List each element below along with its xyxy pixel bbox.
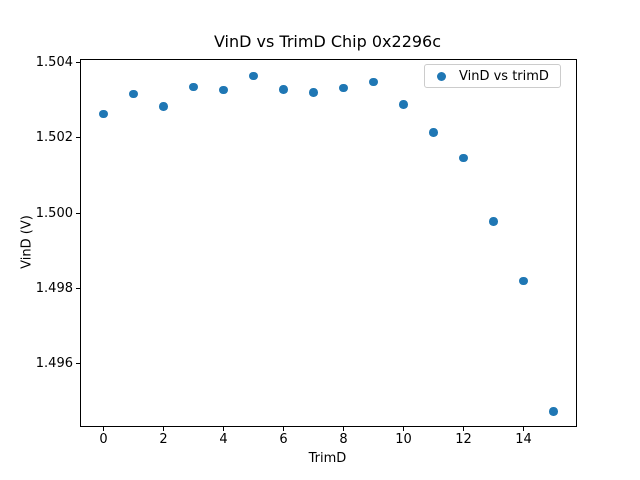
x-tick-mark <box>403 427 404 431</box>
scatter-point <box>429 128 438 137</box>
legend-marker-circle-icon <box>437 71 446 81</box>
y-tick-mark <box>76 287 80 289</box>
x-tick-mark <box>163 427 164 431</box>
scatter-point <box>369 77 378 87</box>
x-tick-label: 0 <box>99 432 108 447</box>
scatter-point <box>129 89 138 99</box>
x-tick-label: 14 <box>515 432 532 447</box>
y-tick-mark <box>76 363 80 365</box>
y-tick-label: 1.504 <box>35 55 73 71</box>
y-tick-label: 1.500 <box>35 205 73 221</box>
x-tick-label: 4 <box>219 432 228 447</box>
x-tick-label: 2 <box>159 432 168 447</box>
y-tick-mark <box>76 62 80 64</box>
x-tick-label: 10 <box>395 432 412 447</box>
y-tick-label: 1.496 <box>35 356 73 372</box>
legend-label: VinD vs trimD <box>459 68 549 84</box>
scatter-point <box>279 85 288 94</box>
scatter-point <box>399 100 408 109</box>
x-tick-mark <box>223 427 224 431</box>
scatter-point <box>99 109 108 119</box>
scatter-point <box>489 217 498 226</box>
scatter-point <box>309 88 318 97</box>
scatter-point <box>189 82 198 92</box>
x-axis-label: TrimD <box>308 451 347 466</box>
scatter-point <box>339 83 348 93</box>
y-axis-label: VinD (V) <box>19 215 35 269</box>
x-tick-label: 8 <box>339 432 348 447</box>
x-tick-label: 6 <box>279 432 288 447</box>
x-tick-mark <box>103 427 104 431</box>
x-tick-label: 12 <box>455 432 472 447</box>
x-tick-mark <box>343 427 344 431</box>
y-tick-label: 1.502 <box>35 130 73 146</box>
x-tick-mark <box>463 427 464 431</box>
legend: VinD vs trimD <box>424 64 561 88</box>
y-tick-label: 1.498 <box>35 280 73 296</box>
x-tick-mark <box>283 427 284 431</box>
scatter-point <box>159 102 168 111</box>
scatter-point <box>459 153 468 163</box>
scatter-point <box>219 85 228 95</box>
scatter-point <box>519 276 528 286</box>
y-tick-mark <box>76 212 80 214</box>
x-tick-mark <box>523 427 524 431</box>
scatter-point <box>249 71 258 81</box>
chart-title: VinD vs TrimD Chip 0x2296c <box>213 32 442 51</box>
y-tick-mark <box>76 137 80 139</box>
scatter-point <box>549 407 558 416</box>
plot-area: VinD vs trimD 0 2 4 6 8 10 12 14 1.496 1.498 1.500… <box>36 55 577 447</box>
